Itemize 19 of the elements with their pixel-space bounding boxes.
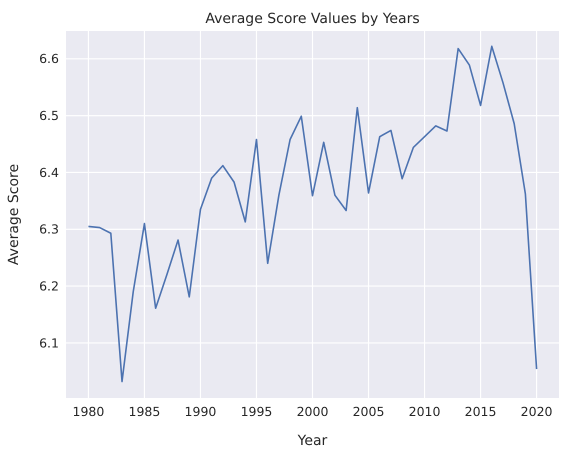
x-tick-label: 2005 — [352, 404, 384, 419]
y-tick-label: 6.6 — [39, 51, 60, 66]
y-tick-label: 6.5 — [39, 108, 59, 124]
x-tick-label: 1980 — [72, 404, 104, 419]
chart-title: Average Score Values by Years — [205, 11, 420, 27]
x-tick-label: 2020 — [520, 404, 553, 419]
x-tick-label: 2000 — [296, 404, 328, 419]
y-tick-label: 6.1 — [39, 335, 59, 350]
x-axis-title: Year — [296, 433, 328, 449]
x-tick-label: 1990 — [184, 404, 216, 419]
y-tick-label: 6.3 — [39, 222, 59, 237]
y-tick-label: 6.4 — [39, 164, 60, 180]
y-tick-label: 6.2 — [39, 278, 59, 294]
x-tick-label: 1985 — [128, 404, 160, 419]
x-tick-label: 1995 — [240, 404, 272, 419]
line-series — [88, 46, 538, 382]
x-tick-label: 2015 — [464, 404, 496, 419]
x-tick-label: 2010 — [408, 404, 440, 419]
y-axis-title: Average Score — [6, 164, 22, 266]
